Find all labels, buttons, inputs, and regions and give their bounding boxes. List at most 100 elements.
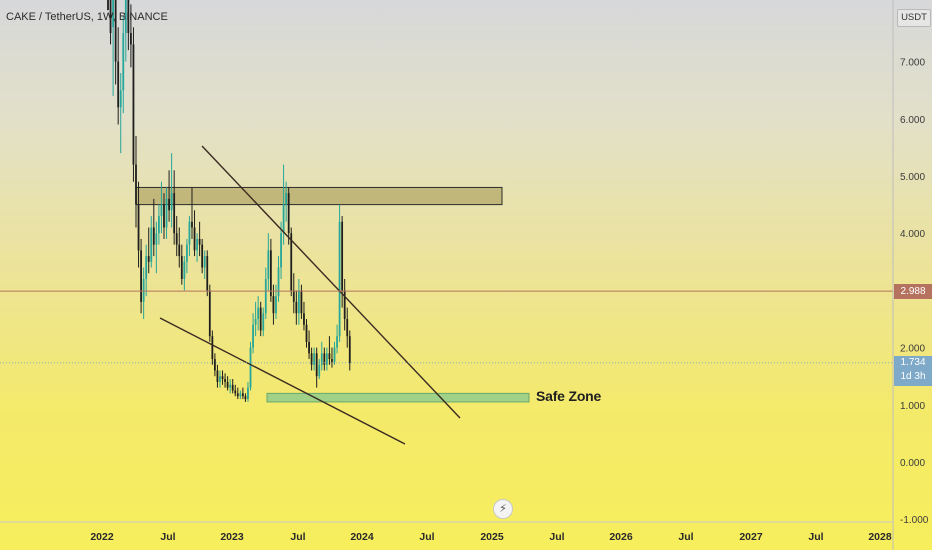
x-tick-label: 2028 [868,531,892,543]
candle-body [168,198,170,211]
x-tick-label: 2027 [739,531,763,543]
candle [224,373,226,388]
upper-trendline [201,145,461,419]
y-tick-label: 1.000 [900,401,925,412]
y-axis[interactable]: 7.000 6.000 5.000 4.000 2.000 1.000 0.000 -1.00… [892,0,929,550]
candle-body [348,336,351,363]
candle-body [112,0,114,28]
candle [259,301,262,337]
symbol-title[interactable]: CAKE / TetherUS, 1W, BINANCE [6,11,168,23]
candle [231,379,234,394]
candle [160,181,163,234]
candle-body [259,307,262,331]
candle-body [320,353,323,365]
y-tick-label: 4.000 [900,229,925,240]
candle [295,290,298,325]
candle-body [292,290,295,302]
candle-body [158,216,160,234]
candle-body [109,0,112,34]
candle [198,221,201,257]
candle [206,250,209,297]
candle [241,387,244,400]
zone-layer [135,186,530,403]
candle [191,187,193,239]
horizontal-line-layer [0,290,893,364]
candle [290,227,293,297]
candle [280,221,282,279]
resistance-zone [135,186,503,206]
candle-body [180,256,183,279]
candle-body [188,221,191,245]
candle-body [234,390,237,394]
candle-body [305,324,308,342]
candle [203,250,206,279]
candle-body [252,324,254,348]
x-tick-label: 2022 [90,531,114,543]
candle [254,301,257,337]
candle [114,0,117,85]
candle-body [213,359,216,371]
candle-body [303,313,305,325]
y-tick-label: 0.000 [900,458,925,469]
x-tick-label: 2024 [350,531,374,543]
flash-icon[interactable]: ⚡︎ [493,499,513,519]
candle [346,307,349,348]
candle-body [264,278,267,314]
candle-body [127,0,130,34]
candle-body [198,238,201,245]
candle [257,296,260,331]
bar-countdown: 1d 3h [900,371,926,382]
candle-body [313,353,316,365]
candle-body [203,256,206,268]
candle [130,4,132,68]
candle [127,0,130,51]
candle-body [267,250,270,279]
candle [315,347,318,388]
y-tick-label: 7.000 [900,58,925,69]
candle [165,187,168,239]
last-price-badge: 1.734 1d 3h [894,356,932,386]
candle [117,27,120,125]
candle [216,364,219,388]
candle-body [206,256,209,291]
candle-body [236,393,239,397]
candle-body [318,364,321,377]
currency-label[interactable]: USDT [897,9,931,27]
y-tick-label: -1.000 [900,515,929,526]
candle [338,204,341,342]
candle-body [201,244,204,268]
candle [142,267,145,319]
candle-body [183,261,186,279]
candle [262,307,265,337]
candle-body [226,381,229,388]
candle-body [244,396,247,400]
candle-body [147,256,150,262]
candle [211,330,214,365]
candle [252,313,254,354]
candle [226,376,229,391]
candle-body [262,313,265,331]
candle [132,27,135,182]
x-tick-label: Jul [808,531,823,543]
candle [196,233,198,262]
candle-body [191,221,193,228]
candle-body [338,221,341,337]
candle [175,216,178,257]
candle-body [221,376,224,380]
candle-body [196,238,198,251]
candle [229,379,232,394]
candle-body [152,227,155,245]
candle-body [300,290,303,314]
candle [287,187,290,245]
candle-body [173,193,176,234]
candle [269,238,272,302]
candle-body [282,204,285,234]
candle [168,170,170,222]
candle [119,73,122,154]
candle [247,381,249,402]
x-axis[interactable]: 2022 Jul 2023 Jul 2024 Jul 2025 Jul 2026 Jul 2027 J… [0,521,893,543]
candle-body [137,204,140,251]
x-tick-label: Jul [549,531,564,543]
candle [137,181,140,268]
